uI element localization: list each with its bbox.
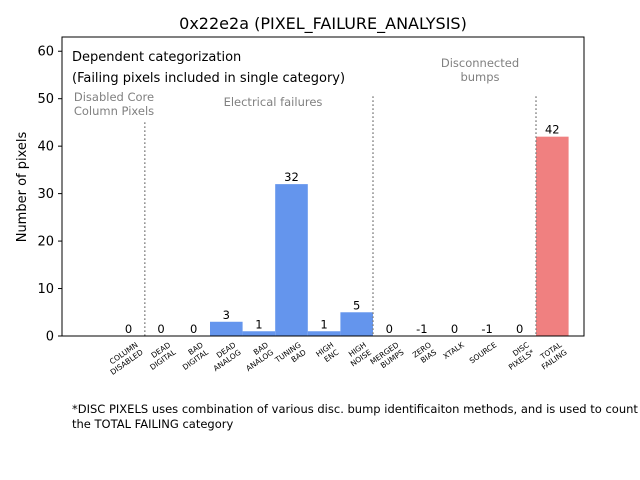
x-tick-label: XTALK [441,340,466,361]
x-tick-label: DISCPIXELS* [502,340,537,372]
y-tick-label: 60 [37,45,54,60]
x-tick-label: DEADANALOG [206,340,242,373]
bar-value-label: 0 [516,322,523,336]
bar [536,136,569,336]
bar-value-label: -1 [481,322,492,336]
dividers-layer [144,96,537,336]
bar-value-label: 0 [190,322,197,336]
bars-layer [210,136,569,336]
bar-value-label: 1 [255,317,262,331]
x-tick-label: BADDIGITAL [176,340,211,372]
x-tick-label: HIGHENC [314,340,340,366]
bar [242,331,276,336]
y-tick-label: 40 [37,140,54,155]
x-tick-label: TUNINGBAD [273,340,308,372]
bar-value-label: 0 [125,322,132,336]
y-tick-label: 10 [37,282,54,297]
x-tick-label: DEADDIGITAL [143,340,178,372]
footnote: *DISC PIXELS uses combination of various… [72,402,638,431]
bar [275,184,308,336]
bar-value-label: 32 [284,170,299,184]
y-axis-label: Number of pixels [15,131,30,242]
plot-frame [61,36,585,337]
x-tick-label: TOTALFAILING [535,340,570,372]
bar-value-label: 3 [223,308,230,322]
bar-value-label: 0 [451,322,458,336]
y-ticks-layer: 0 10 20 30 40 50 60 [37,45,62,345]
chart-title: 0x22e2a (PIXEL_FAILURE_ANALYSIS) [179,14,467,34]
x-tick-label: MERGEDBUMPS [368,340,405,374]
x-tick-label: HIGHNOISE [344,340,374,368]
x-tick-label: BADANALOG [239,340,275,373]
bar-value-label: 0 [386,322,393,336]
annotation-title: Dependent categorization [72,50,241,65]
group-label-disabled: Disabled Core Column Pixels [74,90,154,118]
value-labels-layer: 0 0 0 3 1 32 1 5 0 -1 0 -1 0 42 [125,123,560,336]
bar [340,312,373,336]
annotation-subtitle: (Failing pixels included in single categ… [72,71,345,86]
group-label-electrical: Electrical failures [224,95,323,109]
x-ticks-layer: COLUMNDISABLED DEADDIGITAL BADDIGITAL DEADA… [103,340,570,377]
x-tick-label: SOURCE [468,340,499,365]
bar-value-label: 5 [353,298,360,312]
bar-value-label: 0 [157,322,164,336]
y-tick-label: 0 [46,330,54,345]
bar [307,331,341,336]
bar-value-label: 42 [545,123,560,137]
y-tick-label: 50 [37,92,54,107]
x-tick-label: ZEROBIAS [411,340,439,367]
bar-value-label: -1 [416,322,427,336]
bar-value-label: 1 [320,317,327,331]
bar [210,321,243,336]
x-tick-label: COLUMNDISABLED [103,340,145,377]
y-tick-label: 20 [37,235,54,250]
y-tick-label: 30 [37,187,54,202]
group-label-disconnected: Disconnected bumps [441,56,519,84]
